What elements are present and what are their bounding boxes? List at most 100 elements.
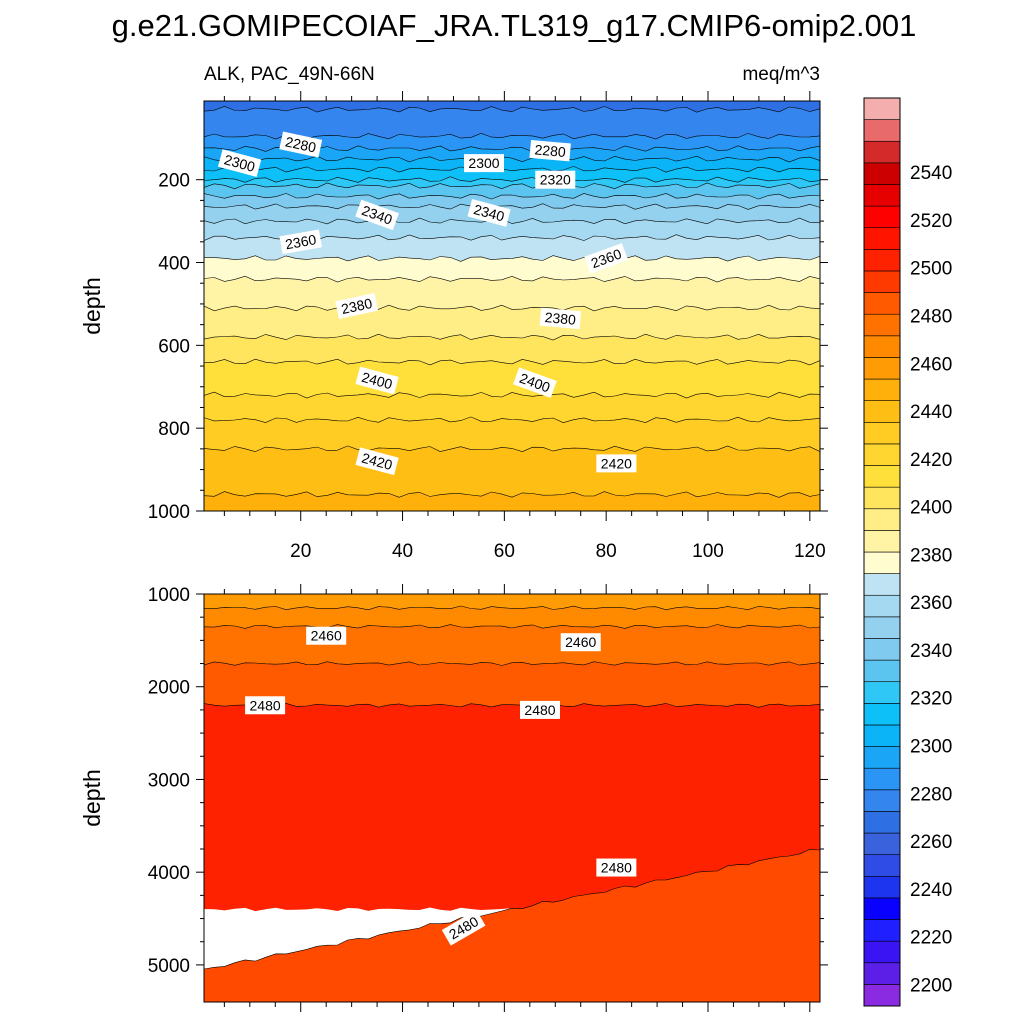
y-tick-label: 600 (158, 336, 190, 357)
colorbar-label: 2440 (910, 402, 952, 423)
colorbar-swatch (863, 594, 901, 618)
contour-label: 2300 (217, 149, 262, 177)
contour-line (204, 176, 820, 183)
contour-label-text: 2320 (540, 172, 571, 188)
colorbar-swatch (863, 703, 901, 726)
colorbar-label: 2240 (910, 880, 952, 901)
upper-panel: 200 400 600 800 1000 20 40 60 80 100 120 depth 2280 2… (79, 91, 828, 562)
y-axis-label: depth (79, 277, 105, 335)
contour-label: 2280 (529, 139, 571, 162)
contour-band (204, 445, 820, 498)
colorbar-label: 2320 (910, 689, 952, 710)
colorbar-label: 2340 (910, 641, 952, 662)
contour-band (204, 334, 820, 365)
contour-label-text: 2280 (284, 133, 318, 155)
colorbar-swatch (863, 400, 901, 423)
contour-band (204, 276, 820, 311)
contour-line (204, 702, 820, 708)
colorbar-swatch (863, 724, 901, 747)
contour-label: 2460 (560, 633, 601, 652)
colorbar-swatch (863, 357, 901, 380)
colorbar-swatch (863, 875, 901, 899)
colorbar-swatch (863, 465, 901, 488)
contour-band (204, 193, 820, 210)
contour-line (204, 849, 820, 970)
contour-line (204, 333, 820, 341)
colorbar-swatch (863, 119, 901, 142)
contour-label: 2480 (245, 696, 286, 715)
colorbar-swatch (863, 270, 901, 293)
colorbar-swatch (863, 832, 901, 855)
colorbar-swatch (863, 573, 901, 596)
contour-line (204, 391, 820, 399)
colorbar-swatch (863, 940, 901, 964)
colorbar-swatch (863, 811, 901, 834)
contour-band (204, 156, 820, 173)
contour-label-text: 2360 (284, 231, 318, 252)
colorbar-swatch (863, 897, 901, 920)
contour-label-text: 2480 (601, 860, 632, 876)
x-tick-label: 60 (494, 541, 515, 562)
contour-label-text: 2480 (250, 697, 281, 713)
colorbar-swatch (863, 486, 901, 510)
contour-band (204, 703, 820, 912)
y-tick-label: 1000 (148, 585, 190, 606)
colorbar-label: 2460 (910, 354, 952, 375)
contour-band (204, 166, 820, 183)
colorbar-swatch (863, 616, 901, 639)
y-tick-label: 2000 (148, 678, 190, 699)
colorbar-swatch (863, 962, 901, 985)
contour-label-text: 2380 (340, 295, 374, 317)
colorbar-swatch (863, 249, 901, 272)
colorbar-legend: 2200 2220 2240 2260 2280 2300 2320 2340 2360 2380… (863, 97, 952, 1007)
colorbar-swatch (863, 313, 901, 337)
contour-label-text: 2340 (472, 201, 506, 225)
units-label: meq/m^3 (742, 64, 820, 85)
colorbar-swatch (863, 97, 901, 120)
contour-band (204, 491, 820, 511)
colorbar-swatch (863, 681, 901, 704)
contour-label: 2480 (520, 700, 560, 719)
y-tick-label: 3000 (148, 770, 190, 791)
contour-band (204, 101, 820, 113)
colorbar-label: 2420 (910, 450, 952, 471)
contour-band (204, 218, 820, 241)
colorbar-swatch (863, 205, 901, 229)
contour-line (204, 193, 820, 200)
colorbar-label: 2380 (910, 545, 952, 566)
contour-line (204, 605, 820, 611)
contour-label-text: 2300 (468, 155, 499, 171)
x-tick-label: 120 (794, 541, 826, 562)
colorbar-swatch (863, 335, 901, 358)
variable-label: ALK, PAC_49N-66N (204, 64, 375, 85)
y-axis-label: depth (79, 769, 105, 827)
contour-band (204, 234, 820, 262)
contour-line (204, 304, 820, 312)
contour-label: 2300 (464, 154, 504, 173)
contour-band (204, 624, 820, 666)
colorbar-swatch (863, 551, 901, 574)
colorbar-label: 2540 (910, 163, 952, 184)
contour-line (204, 445, 820, 453)
contour-label-text: 2480 (524, 702, 555, 718)
contour-label-text: 2300 (223, 151, 257, 175)
contour-label: 2420 (355, 447, 399, 476)
contour-band (204, 392, 820, 423)
colorbar-label: 2360 (910, 593, 952, 614)
colorbar-label: 2200 (910, 975, 952, 996)
x-tick-label: 20 (290, 541, 311, 562)
colorbar-swatch (863, 746, 901, 769)
contour-line (204, 358, 820, 366)
plot-frame (203, 100, 821, 512)
colorbar-label: 2220 (910, 928, 952, 949)
contour-label-text: 2280 (534, 141, 567, 160)
y-tick-label: 400 (158, 254, 190, 275)
y-tick-label: 4000 (148, 863, 190, 884)
colorbar-swatch (863, 530, 901, 553)
colorbar-swatch (863, 378, 901, 401)
colorbar-swatch (863, 184, 901, 207)
contour-label: 2400 (355, 366, 399, 395)
colorbar-swatch (863, 162, 901, 185)
colorbar-swatch (863, 508, 901, 531)
